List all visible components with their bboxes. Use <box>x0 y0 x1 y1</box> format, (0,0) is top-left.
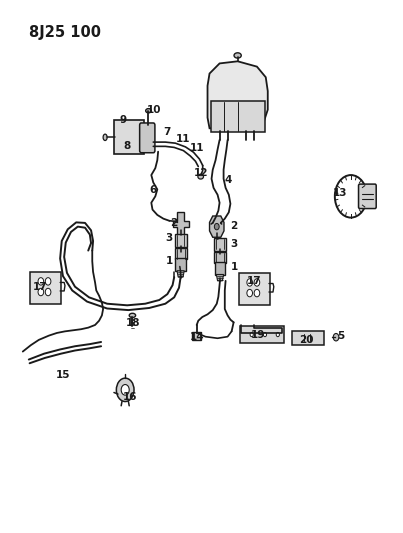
FancyBboxPatch shape <box>214 252 226 263</box>
Text: 10: 10 <box>147 104 161 115</box>
Circle shape <box>214 223 219 230</box>
Ellipse shape <box>234 53 241 58</box>
FancyBboxPatch shape <box>114 120 144 155</box>
Polygon shape <box>216 274 224 281</box>
Text: 13: 13 <box>333 188 347 198</box>
Text: 16: 16 <box>123 392 137 402</box>
FancyBboxPatch shape <box>239 273 270 305</box>
FancyBboxPatch shape <box>211 101 264 132</box>
FancyBboxPatch shape <box>359 184 376 208</box>
FancyBboxPatch shape <box>175 258 186 271</box>
Circle shape <box>276 333 279 337</box>
FancyBboxPatch shape <box>214 238 226 251</box>
Polygon shape <box>208 61 268 128</box>
Text: 2: 2 <box>230 221 237 231</box>
Circle shape <box>45 288 51 296</box>
Ellipse shape <box>129 313 136 318</box>
Circle shape <box>45 278 51 285</box>
FancyBboxPatch shape <box>292 331 324 345</box>
Circle shape <box>247 279 253 286</box>
FancyBboxPatch shape <box>30 272 61 304</box>
FancyBboxPatch shape <box>192 333 201 341</box>
Text: 7: 7 <box>164 127 171 137</box>
Text: 11: 11 <box>190 143 205 154</box>
Polygon shape <box>172 212 189 236</box>
Text: 15: 15 <box>56 370 70 380</box>
Circle shape <box>263 333 266 337</box>
Text: 1: 1 <box>231 262 238 271</box>
Text: 14: 14 <box>189 332 204 342</box>
Text: 17: 17 <box>246 277 261 286</box>
FancyBboxPatch shape <box>140 123 155 153</box>
Circle shape <box>333 334 339 341</box>
Text: 3: 3 <box>231 239 238 248</box>
Circle shape <box>38 288 44 296</box>
Text: 17: 17 <box>33 282 48 292</box>
Text: 20: 20 <box>299 335 314 345</box>
Polygon shape <box>177 271 184 277</box>
Text: 1: 1 <box>166 256 173 266</box>
Text: 11: 11 <box>176 134 191 144</box>
Ellipse shape <box>198 174 204 179</box>
FancyBboxPatch shape <box>215 262 225 275</box>
Ellipse shape <box>103 134 107 141</box>
Polygon shape <box>210 216 224 237</box>
FancyBboxPatch shape <box>174 234 187 247</box>
Text: 19: 19 <box>251 329 265 340</box>
Text: 18: 18 <box>126 318 141 328</box>
Circle shape <box>121 384 129 395</box>
Text: 8: 8 <box>124 141 131 151</box>
Circle shape <box>254 279 260 286</box>
Text: 3: 3 <box>166 233 173 244</box>
Text: 4: 4 <box>225 175 232 185</box>
Circle shape <box>116 378 134 401</box>
Text: 8J25 100: 8J25 100 <box>29 25 101 39</box>
Circle shape <box>38 278 44 285</box>
Text: 9: 9 <box>120 115 127 125</box>
Circle shape <box>250 333 253 337</box>
FancyBboxPatch shape <box>240 326 284 343</box>
Circle shape <box>247 289 253 297</box>
Text: 6: 6 <box>150 185 157 195</box>
Text: 2: 2 <box>170 218 177 228</box>
Text: 12: 12 <box>194 168 209 178</box>
Circle shape <box>254 289 260 297</box>
FancyBboxPatch shape <box>174 248 187 259</box>
Ellipse shape <box>145 109 151 113</box>
Text: 5: 5 <box>338 330 345 341</box>
